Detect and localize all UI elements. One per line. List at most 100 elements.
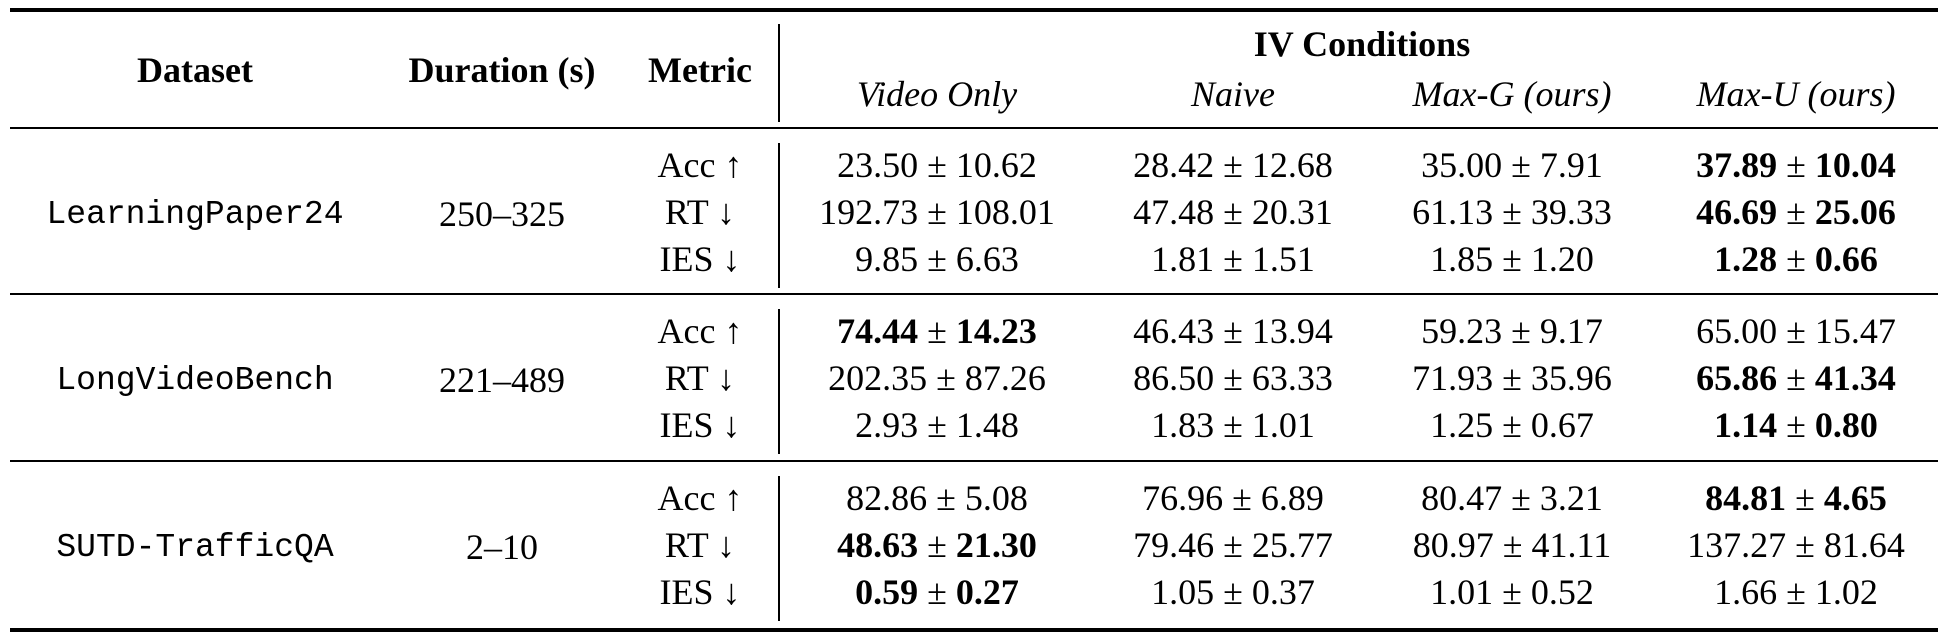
metric-label: Acc ↑ xyxy=(657,478,743,518)
plus-minus-symbol: ± xyxy=(1214,145,1252,185)
plus-minus-symbol: ± xyxy=(1777,311,1815,351)
plus-minus-symbol: ± xyxy=(1214,239,1252,279)
value-std: 87.26 xyxy=(964,358,1046,398)
value-cell: 46.43 ± 13.94 xyxy=(1133,313,1333,349)
plus-minus-symbol: ± xyxy=(1493,572,1531,612)
value-mean: 23.50 xyxy=(837,145,919,185)
plus-minus-symbol: ± xyxy=(1777,192,1815,232)
value-cell: 59.23 ± 9.17 xyxy=(1421,313,1603,349)
value-mean: 35.00 xyxy=(1421,145,1503,185)
header-condition: Video Only xyxy=(856,74,1018,114)
value-mean: 80.97 xyxy=(1412,525,1494,565)
value-cell: 1.81 ± 1.51 xyxy=(1151,241,1315,277)
header-rule xyxy=(10,127,1938,129)
value-cell: 74.44 ± 14.23 xyxy=(837,313,1037,349)
value-mean: 202.35 xyxy=(828,358,928,398)
value-cell: 80.97 ± 41.11 xyxy=(1413,527,1611,563)
group-rule xyxy=(10,460,1938,462)
value-cell: 1.05 ± 0.37 xyxy=(1151,574,1315,610)
plus-minus-symbol: ± xyxy=(918,525,956,565)
value-std: 15.47 xyxy=(1814,311,1896,351)
plus-minus-symbol: ± xyxy=(1214,192,1252,232)
value-cell: 84.81 ± 4.65 xyxy=(1705,480,1887,516)
value-mean: 1.14 xyxy=(1714,405,1778,445)
value-cell: 2.93 ± 1.48 xyxy=(855,407,1019,443)
header-metric: Metric xyxy=(648,50,752,90)
value-cell: 1.85 ± 1.20 xyxy=(1430,241,1594,277)
header-condition: Max-G (ours) xyxy=(1412,74,1612,114)
value-cell: 80.47 ± 3.21 xyxy=(1421,480,1603,516)
value-std: 0.80 xyxy=(1814,405,1878,445)
value-cell: 137.27 ± 81.64 xyxy=(1687,527,1905,563)
value-cell: 61.13 ± 39.33 xyxy=(1412,194,1612,230)
duration-range: 2–10 xyxy=(466,527,538,567)
metric-label: IES ↓ xyxy=(659,239,741,279)
value-std: 41.11 xyxy=(1531,525,1612,565)
value-mean: 76.96 xyxy=(1142,478,1224,518)
value-cell: 37.89 ± 10.04 xyxy=(1696,147,1896,183)
value-mean: 46.69 xyxy=(1696,192,1778,232)
metric-label: RT ↓ xyxy=(664,525,736,565)
value-cell: 1.28 ± 0.66 xyxy=(1714,241,1878,277)
value-std: 10.04 xyxy=(1814,145,1896,185)
value-std: 6.89 xyxy=(1260,478,1324,518)
header-duration: Duration (s) xyxy=(408,50,596,90)
value-std: 1.48 xyxy=(955,405,1019,445)
value-std: 20.31 xyxy=(1251,192,1333,232)
metric-label: Acc ↑ xyxy=(657,311,743,351)
value-std: 1.51 xyxy=(1251,239,1315,279)
value-std: 81.64 xyxy=(1823,525,1905,565)
value-cell: 86.50 ± 63.33 xyxy=(1133,360,1333,396)
value-mean: 9.85 xyxy=(855,239,919,279)
value-cell: 82.86 ± 5.08 xyxy=(846,480,1028,516)
dataset-name: SUTD-TrafficQA xyxy=(56,529,334,566)
value-mean: 61.13 xyxy=(1412,192,1494,232)
duration-range: 250–325 xyxy=(439,194,565,234)
value-mean: 46.43 xyxy=(1133,311,1215,351)
value-std: 0.67 xyxy=(1530,405,1594,445)
value-cell: 65.00 ± 15.47 xyxy=(1696,313,1896,349)
value-mean: 65.00 xyxy=(1696,311,1778,351)
plus-minus-symbol: ± xyxy=(918,192,956,232)
metric-label: IES ↓ xyxy=(659,405,741,445)
value-mean: 84.81 xyxy=(1705,478,1787,518)
value-cell: 76.96 ± 6.89 xyxy=(1142,480,1324,516)
value-cell: 79.46 ± 25.77 xyxy=(1133,527,1333,563)
value-cell: 28.42 ± 12.68 xyxy=(1133,147,1333,183)
plus-minus-symbol: ± xyxy=(918,572,956,612)
value-std: 14.23 xyxy=(955,311,1037,351)
group-vertical-divider xyxy=(778,476,780,621)
group-rule xyxy=(10,293,1938,295)
value-mean: 79.46 xyxy=(1133,525,1215,565)
metric-label: RT ↓ xyxy=(664,358,736,398)
value-std: 63.33 xyxy=(1251,358,1333,398)
value-mean: 71.93 xyxy=(1412,358,1494,398)
plus-minus-symbol: ± xyxy=(1777,405,1815,445)
value-cell: 1.01 ± 0.52 xyxy=(1430,574,1594,610)
plus-minus-symbol: ± xyxy=(1214,405,1252,445)
plus-minus-symbol: ± xyxy=(1502,478,1540,518)
header-dataset: Dataset xyxy=(137,50,253,90)
plus-minus-symbol: ± xyxy=(1502,145,1540,185)
value-std: 1.20 xyxy=(1530,239,1594,279)
plus-minus-symbol: ± xyxy=(1493,358,1531,398)
group-vertical-divider xyxy=(778,309,780,454)
value-std: 13.94 xyxy=(1251,311,1333,351)
plus-minus-symbol: ± xyxy=(1786,525,1824,565)
plus-minus-symbol: ± xyxy=(927,358,965,398)
value-mean: 74.44 xyxy=(837,311,919,351)
value-mean: 137.27 xyxy=(1687,525,1787,565)
plus-minus-symbol: ± xyxy=(1214,525,1252,565)
value-cell: 71.93 ± 35.96 xyxy=(1412,360,1612,396)
plus-minus-symbol: ± xyxy=(1777,145,1815,185)
plus-minus-symbol: ± xyxy=(918,311,956,351)
dataset-name: LongVideoBench xyxy=(56,362,334,399)
value-cell: 1.83 ± 1.01 xyxy=(1151,407,1315,443)
plus-minus-symbol: ± xyxy=(1502,311,1540,351)
value-std: 0.37 xyxy=(1251,572,1315,612)
top-rule xyxy=(10,8,1938,12)
value-std: 25.77 xyxy=(1251,525,1333,565)
value-std: 4.65 xyxy=(1823,478,1887,518)
value-cell: 202.35 ± 87.26 xyxy=(828,360,1046,396)
value-std: 3.21 xyxy=(1539,478,1603,518)
